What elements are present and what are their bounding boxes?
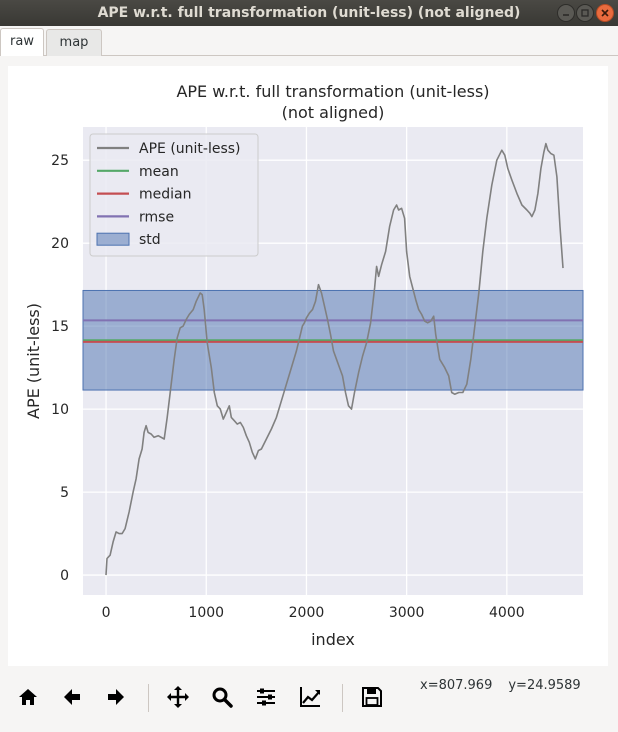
- edit-axes-icon: [300, 687, 320, 707]
- y-tick-label: 15: [51, 319, 69, 335]
- save-icon: [362, 687, 382, 707]
- series-layer: [105, 142, 564, 576]
- zoom-button[interactable]: [206, 681, 238, 713]
- x-tick-labels: 0 1000 2000 3000 4000: [102, 605, 525, 621]
- ape-series-line: [105, 142, 564, 576]
- y-tick-label: 20: [51, 236, 69, 252]
- toolbar-separator: [148, 684, 149, 712]
- maximize-button[interactable]: [576, 4, 594, 22]
- tab-map[interactable]: map: [46, 29, 102, 56]
- forward-arrow-icon: [108, 689, 124, 705]
- x-tick-label: 0: [102, 605, 111, 621]
- minimize-icon: [563, 14, 569, 16]
- y-tick-label: 10: [51, 402, 69, 418]
- forward-button[interactable]: [100, 681, 132, 713]
- title-bar[interactable]: APE w.r.t. full transformation (unit-les…: [0, 0, 618, 26]
- x-tick-label: 4000: [489, 605, 525, 621]
- toolbar-separator: [342, 684, 343, 712]
- cursor-coordinates: x=807.969 y=24.9589: [420, 678, 597, 693]
- legend-label: std: [139, 232, 161, 248]
- legend-label: rmse: [139, 209, 174, 225]
- navigation-toolbar: x=807.969 y=24.9589: [0, 672, 618, 732]
- home-icon: [19, 689, 37, 705]
- back-arrow-icon: [64, 689, 80, 705]
- back-button[interactable]: [56, 681, 88, 713]
- legend-label: APE (unit-less): [139, 141, 241, 157]
- maximize-icon: [581, 9, 589, 17]
- x-tick-label: 1000: [188, 605, 224, 621]
- stat-lines-layer: [83, 319, 583, 343]
- chart-title-line1: APE w.r.t. full transformation (unit-les…: [176, 82, 489, 101]
- grid-lines: [83, 127, 583, 595]
- y-tick-label: 0: [60, 568, 69, 584]
- legend-swatch-std: [96, 232, 130, 246]
- zoom-icon: [212, 687, 233, 708]
- minimize-button[interactable]: [557, 4, 575, 22]
- home-button[interactable]: [12, 681, 44, 713]
- close-button[interactable]: [596, 4, 614, 22]
- tab-bar: raw map: [0, 26, 618, 56]
- y-tick-labels: 0 5 10 15 20 25: [51, 153, 69, 584]
- legend-label: mean: [139, 164, 179, 180]
- save-button[interactable]: [356, 681, 388, 713]
- subplots-button[interactable]: [250, 681, 282, 713]
- window-title: APE w.r.t. full transformation (unit-les…: [97, 5, 521, 21]
- y-tick-label: 5: [60, 485, 69, 501]
- x-tick-label: 2000: [289, 605, 325, 621]
- chart-title-line2: (not aligned): [282, 103, 385, 122]
- close-icon: [601, 9, 609, 17]
- legend-label: median: [139, 187, 191, 203]
- legend-box: [89, 133, 259, 257]
- x-tick-label: 3000: [389, 605, 425, 621]
- pan-icon: [167, 686, 189, 708]
- edit-axes-button[interactable]: [294, 681, 326, 713]
- legend: APE (unit-less) mean median rmse std: [89, 133, 259, 257]
- y-axis-label: APE (unit-less): [24, 303, 43, 419]
- y-tick-label: 25: [51, 153, 69, 169]
- ape-chart[interactable]: 0 1000 2000 3000 4000 0 5 10 15 20 25 APE w.r.t. …: [8, 66, 608, 666]
- x-axis-label: index: [311, 630, 355, 649]
- cursor-x: x=807.969: [420, 678, 493, 693]
- cursor-y: y=24.9589: [508, 678, 581, 693]
- tab-raw[interactable]: raw: [0, 28, 44, 56]
- pan-button[interactable]: [162, 681, 194, 713]
- subplots-icon: [257, 688, 275, 706]
- plot-canvas[interactable]: 0 1000 2000 3000 4000 0 5 10 15 20 25 APE w.r.t. …: [8, 66, 608, 666]
